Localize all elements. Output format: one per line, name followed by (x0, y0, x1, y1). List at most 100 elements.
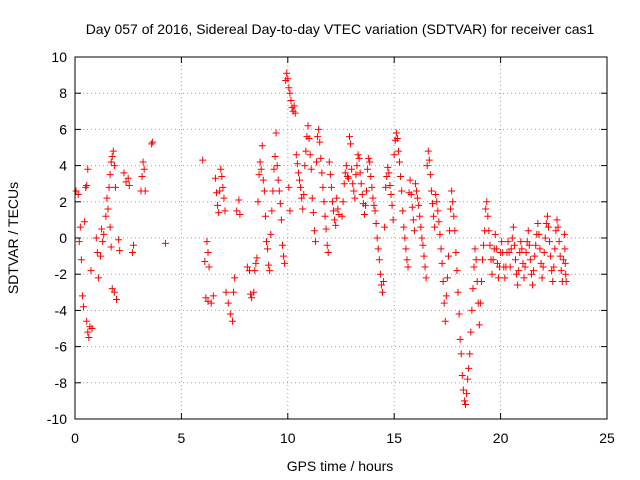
x-axis-label: GPS time / hours (287, 458, 394, 474)
data-point (555, 238, 563, 246)
data-point (299, 205, 307, 213)
data-point (323, 241, 331, 249)
data-point (397, 172, 405, 180)
data-point (382, 183, 390, 191)
data-point (78, 292, 86, 300)
data-point (291, 109, 299, 117)
data-point (100, 230, 108, 238)
data-point (534, 220, 542, 228)
data-point (257, 165, 265, 173)
data-point (421, 263, 429, 271)
data-point (409, 216, 417, 224)
data-point (422, 274, 430, 282)
data-point (235, 196, 243, 204)
data-point (390, 151, 398, 159)
data-point (436, 230, 444, 238)
data-point (342, 162, 350, 170)
data-point (493, 259, 501, 267)
data-point (326, 171, 334, 179)
data-point (398, 187, 406, 195)
data-point (447, 205, 455, 213)
data-point (438, 259, 446, 267)
data-point (256, 158, 264, 166)
data-point (401, 234, 409, 242)
data-point (393, 134, 401, 142)
data-point (220, 194, 228, 202)
data-point (349, 180, 357, 188)
data-point (128, 248, 136, 256)
data-point (316, 138, 324, 146)
data-point (377, 281, 385, 289)
data-point (203, 238, 211, 246)
data-point (273, 162, 281, 170)
data-point (298, 194, 306, 202)
data-point (373, 234, 381, 242)
data-point (327, 183, 335, 191)
data-point (211, 174, 219, 182)
data-point (510, 241, 518, 249)
data-point (368, 183, 376, 191)
data-point (549, 277, 557, 285)
data-point (284, 75, 292, 83)
data-point (149, 138, 157, 146)
data-point (514, 281, 522, 289)
data-point (332, 221, 340, 229)
y-tick-label: -8 (55, 375, 68, 391)
data-point (456, 335, 464, 343)
y-tick-label: 2 (59, 194, 67, 210)
x-tick-label: 10 (280, 430, 296, 446)
data-point (302, 147, 310, 155)
x-tick-label: 0 (71, 430, 79, 446)
data-point (530, 267, 538, 275)
data-point (433, 198, 441, 206)
data-point (261, 212, 269, 220)
data-point (457, 350, 465, 358)
data-point (498, 238, 506, 246)
data-point (293, 160, 301, 168)
data-point (138, 172, 146, 180)
data-point (226, 310, 234, 318)
data-point (340, 180, 348, 188)
data-point (204, 248, 212, 256)
data-point (415, 201, 423, 209)
data-point (219, 183, 227, 191)
data-point (439, 277, 447, 285)
data-point (280, 252, 288, 260)
data-point (260, 187, 268, 195)
data-point (315, 125, 323, 133)
data-point (108, 285, 116, 293)
data-point (459, 386, 467, 394)
data-point (467, 328, 475, 336)
data-point (92, 234, 100, 242)
y-tick-label: -4 (55, 302, 68, 318)
data-point (318, 169, 326, 177)
data-point (531, 252, 539, 260)
data-point (554, 223, 562, 231)
data-point (435, 218, 443, 226)
data-point (562, 277, 570, 285)
data-point (248, 294, 256, 302)
data-point (202, 294, 210, 302)
data-point (429, 200, 437, 208)
data-point (403, 256, 411, 264)
data-point (285, 183, 293, 191)
data-point (322, 225, 330, 233)
data-point (141, 187, 149, 195)
data-point (348, 165, 356, 173)
data-point (209, 292, 217, 300)
data-point (360, 210, 368, 218)
data-point (420, 252, 428, 260)
data-point (542, 220, 550, 228)
data-point (215, 209, 223, 217)
data-point (492, 245, 500, 253)
data-point (314, 133, 322, 141)
data-point (296, 176, 304, 184)
data-point (224, 299, 232, 307)
data-point (87, 267, 95, 275)
data-point (354, 151, 362, 159)
data-point (469, 285, 477, 293)
data-point (417, 223, 425, 231)
data-point (448, 187, 456, 195)
data-point (525, 241, 533, 249)
